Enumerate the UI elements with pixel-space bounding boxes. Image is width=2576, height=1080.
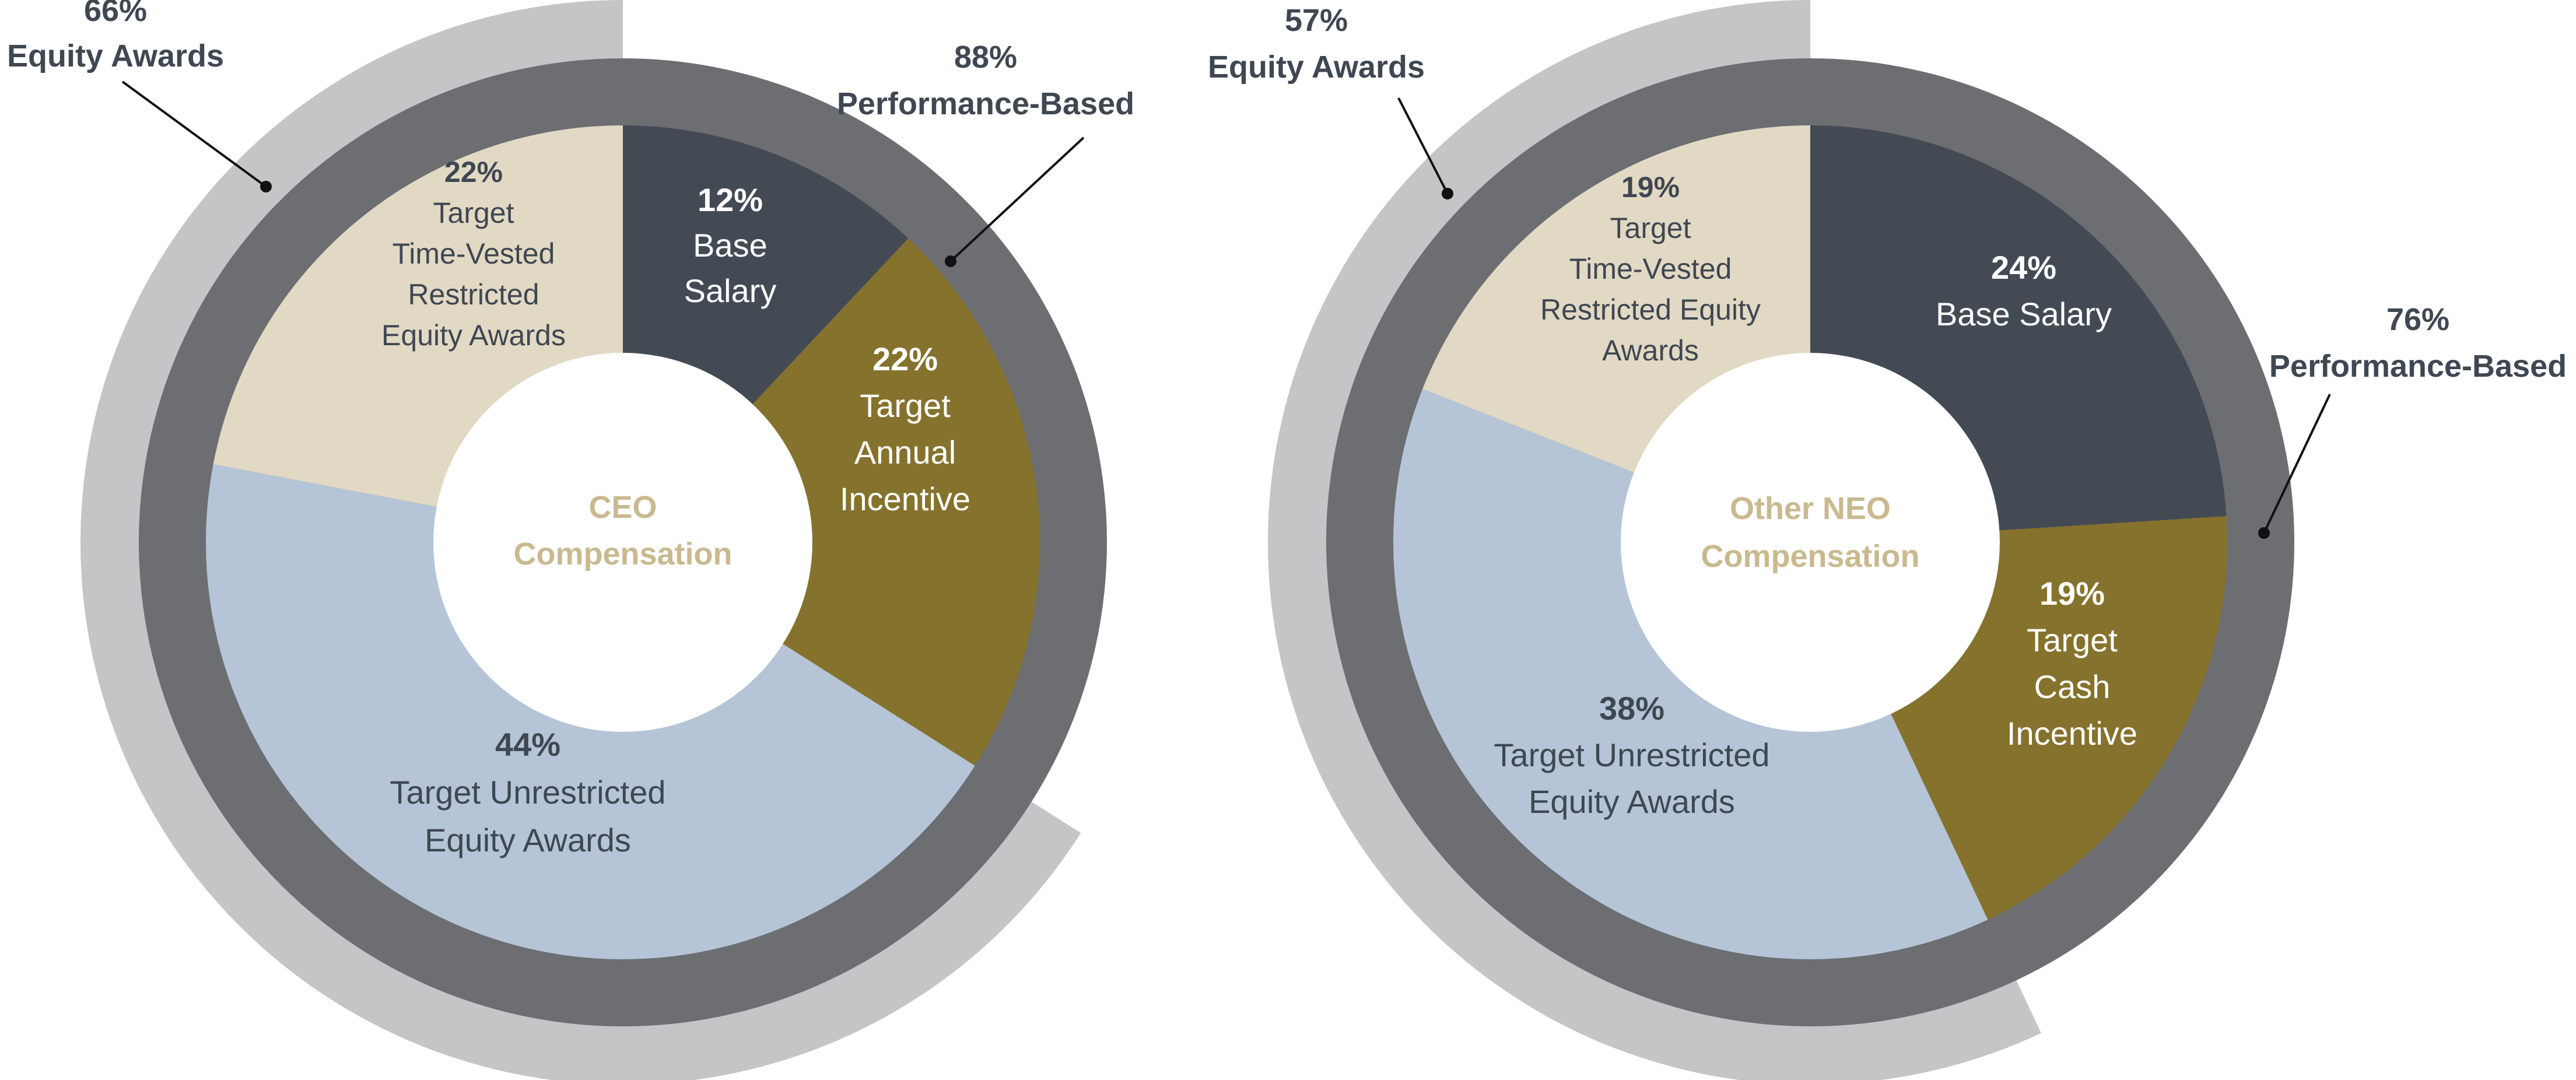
neo-label-target-unrestricted-equity-awards: 38% Target Unrestricted Equity Awards — [1494, 690, 1769, 820]
neo-callout-dot-equity-awards — [1442, 188, 1453, 199]
neo-chart: Other NEO Compensation 24% Base Salary 19% Ta… — [1208, 0, 2567, 1080]
neo-callout-performance-based: 76% Performance-Based — [2269, 302, 2567, 384]
ceo-callout-equity-awards: 66% Equity Awards — [7, 0, 224, 73]
ceo-label-target-annual-incentive: 22% Target Annual Incentive — [840, 341, 970, 517]
neo-label-target-time-vested-restricted-equity-awards: 19% Target Time-Vested Restricted Equity Awa… — [1540, 171, 1761, 367]
ceo-slice-target-annual-incentive — [623, 238, 1040, 766]
ceo-label-target-time-vested-restricted-equity-awards: 22% Target Time-Vested Restricted Equity Awa… — [381, 156, 566, 352]
neo-label-target-cash-incentive: 19% Target Cash Incentive — [2007, 575, 2137, 752]
ceo-callout-line-equity-awards — [121, 80, 267, 188]
ceo-center-title: CEO Compensation — [513, 490, 732, 571]
neo-callout-line-equity-awards — [1397, 97, 1449, 194]
neo-label-base-salary: 24% Base Salary — [1936, 249, 2112, 332]
neo-center-hole — [1621, 353, 2000, 732]
ceo-callout-dot-performance-based — [945, 255, 956, 267]
ceo-callout-line-performance-based — [949, 136, 1085, 262]
ceo-label-base-salary: 12% Base Salary — [684, 181, 777, 309]
ceo-label-target-unrestricted-equity-awards: 44% Target Unrestricted Equity Awards — [390, 726, 665, 858]
ceo-callout-dot-equity-awards — [260, 181, 272, 192]
ceo-callout-performance-based: 88% Performance-Based — [837, 40, 1134, 121]
neo-center-title: Other NEO Compensation — [1701, 491, 1919, 574]
ceo-chart: CEO Compensation 12% Base Salary 22% Target Ann… — [7, 0, 1134, 1080]
neo-callout-line-performance-based — [2263, 394, 2331, 534]
neo-callout-dot-performance-based — [2258, 527, 2270, 539]
neo-callout-equity-awards: 57% Equity Awards — [1208, 3, 1425, 85]
ceo-center-hole — [433, 353, 812, 732]
